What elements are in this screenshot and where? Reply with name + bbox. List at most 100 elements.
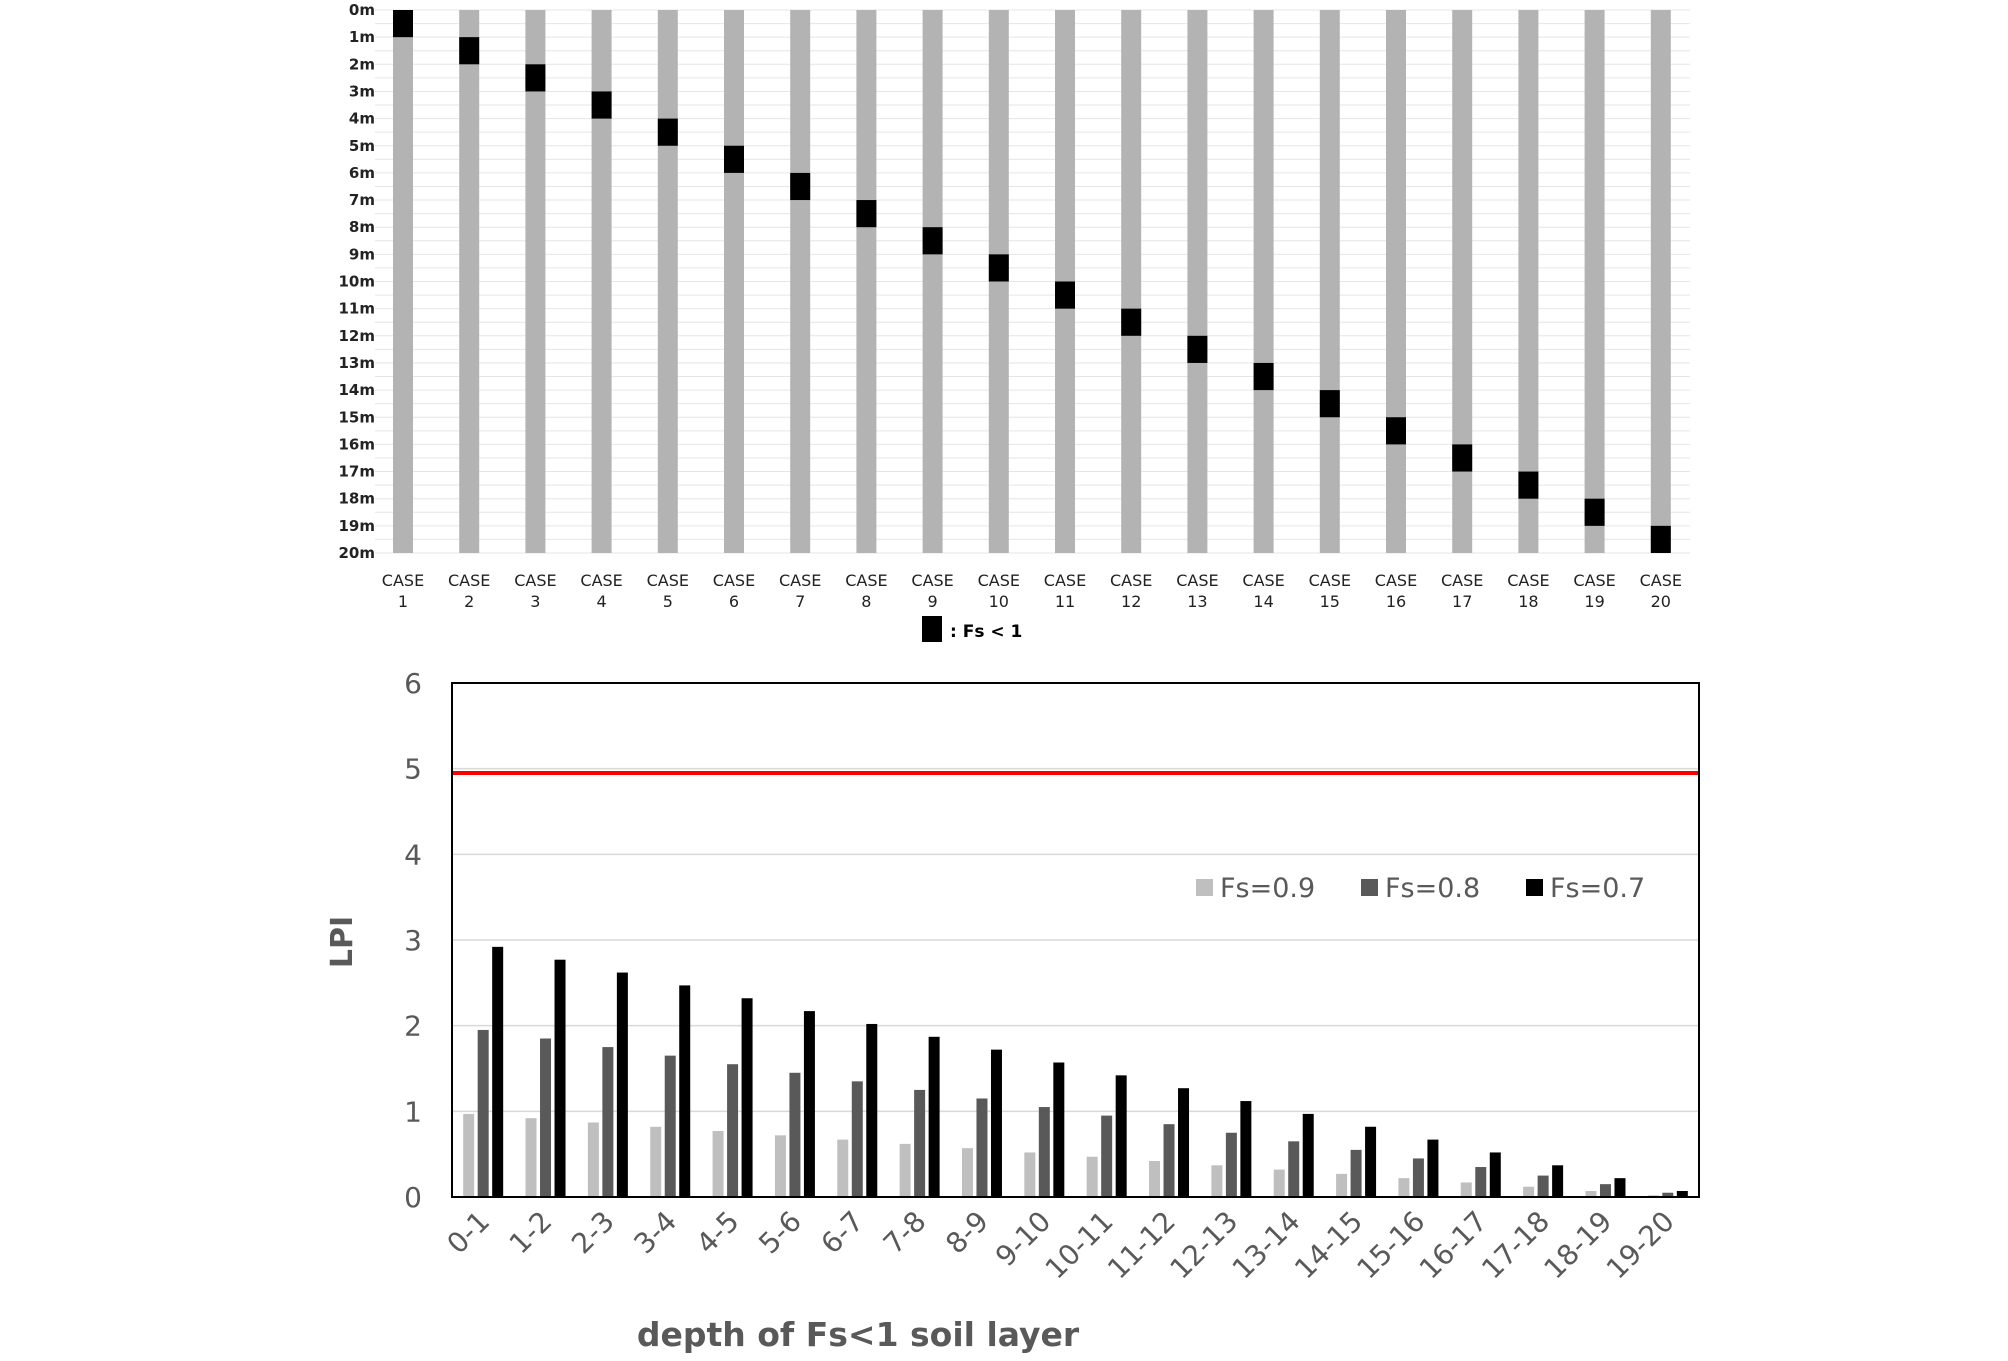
lpi-bar <box>679 985 691 1197</box>
depth-axis-labels: 0m 1m 2m 3m 4m 5m 6m 7m 8m 9m 10m 11m 12m 13m 14m 15m 16… <box>338 1 375 562</box>
soil-column <box>657 10 678 553</box>
case-tick-label: CASE <box>845 571 887 590</box>
fs-lt1-layer <box>459 37 480 65</box>
case-tick-label: 8 <box>861 592 871 611</box>
soil-column <box>591 10 612 553</box>
top-gridlines <box>375 9 1690 554</box>
soil-column <box>922 10 943 553</box>
fs-lt1-layer <box>1452 444 1473 472</box>
depth-tick-label: 12m <box>338 327 375 345</box>
fs-lt1-layer <box>856 200 877 228</box>
case-tick-label: 11 <box>1055 592 1075 611</box>
case-tick-label: CASE <box>1044 571 1086 590</box>
case-tick-label: 6 <box>729 592 739 611</box>
lpi-bar <box>1288 1141 1300 1197</box>
lpi-legend: Fs=0.9 Fs=0.8 Fs=0.7 <box>1196 873 1645 904</box>
case-tick-label: CASE <box>382 571 424 590</box>
soil-column <box>1584 10 1605 553</box>
case-tick-label: 7 <box>795 592 805 611</box>
soil-column-chart: 0m1m2m3m4m5m6m7m8m9m10m11m12m13m14m15m16… <box>338 1 1690 642</box>
legend-fs-lt1-swatch <box>922 616 942 642</box>
depth-tick-label: 3m <box>349 82 375 100</box>
lpi-bar <box>712 1131 724 1197</box>
soil-column <box>1386 10 1406 553</box>
lpi-y-axis-label: LPI <box>325 916 360 968</box>
fs-lt1-layer <box>988 254 1009 282</box>
soil-column <box>1187 10 1208 553</box>
lpi-bar <box>463 1113 475 1197</box>
depth-tick-label: 1m <box>349 28 375 46</box>
case-tick-label: 9 <box>928 592 938 611</box>
case-tick-label: 17 <box>1452 592 1472 611</box>
case-tick-label: 20 <box>1651 592 1671 611</box>
case-tick-label: CASE <box>1441 571 1483 590</box>
case-tick-label: CASE <box>1309 571 1351 590</box>
case-tick-label: CASE <box>978 571 1020 590</box>
case-tick-label: 12 <box>1121 592 1141 611</box>
lpi-bar <box>990 1049 1002 1197</box>
lpi-bar <box>1240 1101 1252 1197</box>
case-tick-label: CASE <box>647 571 689 590</box>
lpi-bars <box>463 946 1688 1197</box>
lpi-y-tick-label: 5 <box>404 753 422 786</box>
depth-tick-label: 8m <box>349 218 375 236</box>
lpi-bar <box>1273 1169 1285 1197</box>
lpi-plot-frame <box>451 682 1700 1198</box>
lpi-bar <box>1614 1178 1626 1197</box>
case-tick-label: 13 <box>1187 592 1207 611</box>
fs-lt1-layer <box>1319 390 1340 418</box>
lpi-bar <box>540 1038 552 1197</box>
case-tick-label: CASE <box>1110 571 1152 590</box>
lpi-bar <box>1101 1115 1113 1197</box>
legend-series-label: Fs=0.7 <box>1550 873 1645 904</box>
depth-tick-label: 20m <box>338 544 375 562</box>
case-tick-label: 4 <box>597 592 607 611</box>
depth-tick-label: 19m <box>338 517 375 535</box>
case-tick-label: CASE <box>911 571 953 590</box>
depth-tick-label: 15m <box>338 408 375 426</box>
lpi-bar <box>1350 1149 1362 1197</box>
depth-tick-label: 7m <box>349 191 375 209</box>
top-legend: : Fs < 1 <box>922 616 1022 642</box>
case-tick-label: 1 <box>398 592 408 611</box>
fs-lt1-layer <box>1253 362 1274 391</box>
case-tick-label: CASE <box>514 571 556 590</box>
lpi-bar <box>492 946 504 1197</box>
depth-tick-label: 5m <box>349 137 375 155</box>
lpi-y-tick-label: 0 <box>404 1181 422 1214</box>
case-tick-label: CASE <box>1242 571 1284 590</box>
case-tick-label: 3 <box>530 592 540 611</box>
lpi-bar <box>741 998 753 1197</box>
depth-tick-label: 13m <box>338 354 375 372</box>
depth-tick-label: 11m <box>338 300 375 318</box>
depth-tick-label: 4m <box>349 110 375 128</box>
soil-column <box>1650 10 1671 553</box>
soil-column <box>1452 10 1473 553</box>
lpi-y-tick-label: 4 <box>404 838 422 871</box>
lpi-bar <box>1149 1161 1161 1197</box>
case-tick-label: 16 <box>1386 592 1406 611</box>
lpi-bar <box>961 1148 973 1197</box>
case-tick-label: CASE <box>448 571 490 590</box>
lpi-bar <box>774 1135 786 1197</box>
fs-lt1-layer <box>525 64 546 92</box>
legend-fs-lt1-label: : Fs < 1 <box>950 622 1022 642</box>
lpi-bar <box>803 1011 815 1197</box>
lpi-bar <box>899 1143 911 1197</box>
case-tick-label: 19 <box>1584 592 1604 611</box>
lpi-x-axis-label: depth of Fs<1 soil layer <box>637 1315 1080 1354</box>
lpi-bar <box>1523 1186 1535 1197</box>
case-tick-label: CASE <box>1573 571 1615 590</box>
lpi-bar <box>837 1139 849 1197</box>
fs-lt1-layer <box>922 227 943 255</box>
lpi-bar <box>664 1055 676 1197</box>
lpi-bar <box>1336 1173 1348 1197</box>
lpi-bar <box>1163 1124 1175 1197</box>
fs-lt1-layer <box>790 172 811 201</box>
lpi-bar <box>650 1126 662 1197</box>
lpi-bar <box>1365 1126 1377 1197</box>
case-tick-label: CASE <box>1375 571 1417 590</box>
legend-series-label: Fs=0.8 <box>1385 873 1480 904</box>
